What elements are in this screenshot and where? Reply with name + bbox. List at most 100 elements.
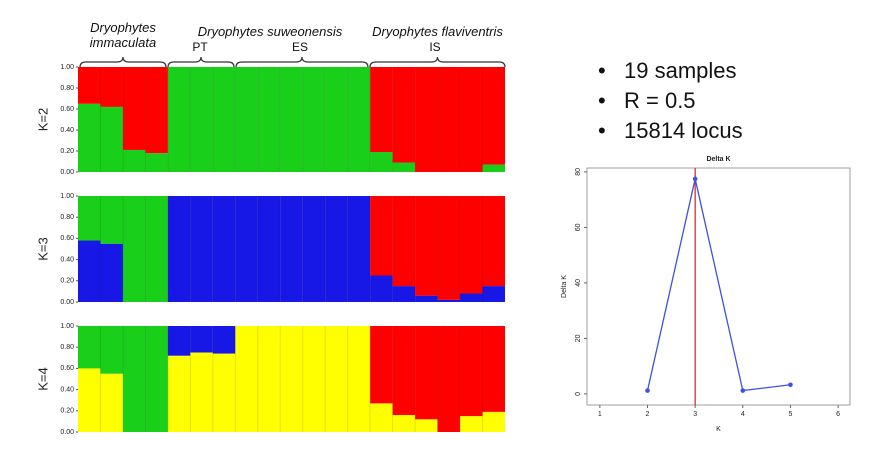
population-label: PT: [192, 40, 208, 54]
y-tick-label: 0.80: [60, 344, 74, 351]
bar-segment: [212, 67, 236, 172]
bar-segment: [415, 67, 438, 172]
bar-segment: [370, 196, 393, 276]
bar-segment: [280, 67, 303, 172]
bar-segment: [482, 411, 505, 432]
y-tick-label: 0.00: [60, 169, 74, 176]
y-axis-label: K=4: [35, 367, 50, 391]
group-bracket: [167, 56, 235, 68]
bar-segment: [100, 326, 123, 374]
bar-segment: [392, 162, 416, 172]
bar-segment: [347, 196, 371, 302]
line: [646, 178, 791, 392]
bar-segment: [280, 326, 303, 432]
bar-segment: [460, 196, 483, 294]
x-tick-label: 6: [836, 411, 840, 418]
bar-segment: [212, 196, 236, 302]
y-tick-label: 0.20: [60, 278, 74, 285]
bar-segment: [100, 106, 123, 172]
bar-segment: [437, 326, 461, 432]
bar-segment: [257, 326, 281, 432]
x-tick-label: 2: [646, 411, 650, 418]
y-axis-label: Delta K: [561, 275, 568, 298]
bar-segment: [235, 326, 258, 432]
bullet: 15814 locus: [598, 118, 743, 144]
y-tick-label: 0.20: [60, 408, 74, 415]
bar-segment: [302, 196, 326, 302]
bar-segment: [167, 196, 191, 302]
bar-segment: [122, 196, 146, 302]
y-tick-label: 0.80: [60, 214, 74, 221]
y-tick-label: 1.00: [60, 193, 74, 200]
plot-frame: [586, 167, 851, 406]
y-tick-label: 1.00: [60, 64, 74, 71]
bar-segment: [280, 196, 303, 302]
bar-segment: [460, 67, 483, 172]
population-label: IS: [429, 40, 441, 54]
bar-segment: [235, 196, 258, 302]
y-tick-label: 80: [575, 168, 582, 176]
y-tick-label: 0.40: [60, 127, 74, 134]
bar-segment: [370, 326, 393, 404]
bar-segment: [302, 326, 326, 432]
bar-segment: [347, 326, 371, 432]
bar-segment: [235, 67, 258, 172]
bar-segment: [100, 243, 123, 302]
bar-segment: [190, 196, 213, 302]
bar-segment: [145, 326, 168, 432]
bar-segment: [325, 326, 348, 432]
y-tick-label: 0.80: [60, 85, 74, 92]
bar-segment: [190, 67, 213, 172]
y-tick-label: 0.60: [60, 235, 74, 242]
y-axis-label: K=2: [35, 108, 50, 132]
bar-segment: [167, 355, 191, 432]
bar-segment: [122, 149, 146, 172]
species-label: Dryophytes suweonensis: [197, 24, 343, 39]
bar-segment: [100, 373, 123, 432]
bar-segment: [145, 67, 168, 154]
x-axis-label: K: [716, 426, 721, 433]
bar-segment: [437, 67, 461, 172]
point: [692, 176, 698, 182]
bar-segment: [100, 67, 123, 107]
population-label: ES: [291, 40, 308, 54]
bar-segment: [415, 196, 438, 296]
y-tick-label: 40: [575, 279, 582, 287]
point: [740, 388, 746, 393]
bar-segment: [257, 67, 281, 172]
bar-segment: [482, 326, 505, 412]
bar-segment: [482, 67, 505, 165]
species-label: Dryophytes flaviventris: [372, 24, 503, 39]
bullet: 19 samples: [598, 58, 737, 84]
bar-segment: [257, 196, 281, 302]
x-tick-label: 1: [598, 411, 602, 418]
bar-segment: [78, 67, 101, 104]
bar-segment: [78, 326, 101, 369]
y-tick-label: 0: [575, 392, 582, 396]
bar-segment: [190, 352, 213, 432]
y-tick-label: 0.20: [60, 148, 74, 155]
bar-segment: [190, 326, 213, 353]
bar-segment: [325, 196, 348, 302]
group-bracket: [369, 56, 506, 68]
bar-segment: [167, 326, 191, 356]
bar-segment: [460, 293, 483, 302]
bar-segment: [415, 419, 438, 432]
bar-segment: [392, 67, 416, 163]
bar-segment: [392, 286, 416, 302]
y-tick-label: 60: [575, 223, 582, 231]
bar-segment: [482, 164, 505, 172]
bar-segment: [145, 196, 168, 302]
bar-segment: [392, 326, 416, 416]
bar-segment: [392, 415, 416, 432]
species-label: Dryophytes immaculata: [89, 20, 157, 50]
bar-segment: [370, 275, 393, 302]
bar-segment: [325, 67, 348, 172]
x-tick-label: 3: [693, 411, 697, 418]
y-tick-label: 0.60: [60, 106, 74, 113]
x-tick-label: 5: [788, 411, 792, 418]
bar-segment: [460, 416, 483, 432]
bar-segment: [167, 67, 191, 172]
